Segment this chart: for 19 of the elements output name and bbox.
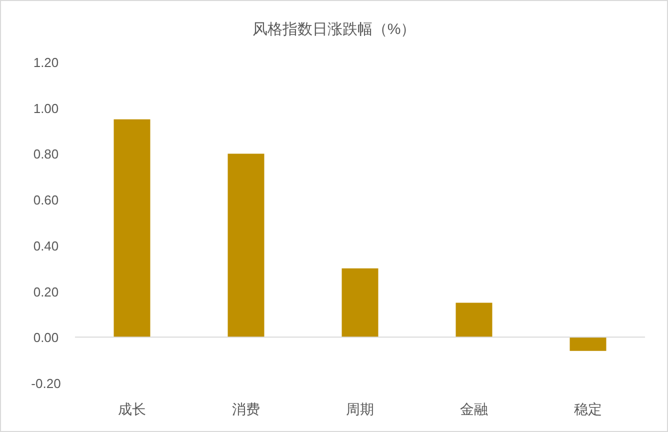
y-tick-label: 0.20 bbox=[33, 284, 59, 300]
y-tick-label: 0.40 bbox=[33, 238, 59, 254]
bar bbox=[114, 119, 150, 338]
y-tick-label: 1.20 bbox=[33, 55, 59, 70]
y-tick-label: 1.00 bbox=[33, 100, 59, 116]
x-tick-label: 消费 bbox=[232, 401, 260, 417]
bar bbox=[228, 154, 264, 338]
bar bbox=[570, 337, 606, 351]
x-tick-label: 成长 bbox=[118, 401, 146, 417]
bar bbox=[456, 302, 492, 338]
y-tick-label: 0.60 bbox=[33, 192, 59, 208]
y-tick-label: 0.00 bbox=[33, 330, 59, 346]
bar bbox=[342, 268, 378, 338]
x-tick-label: 周期 bbox=[346, 401, 374, 417]
y-tick-label: -0.20 bbox=[31, 376, 61, 391]
x-tick-label: 金融 bbox=[460, 401, 488, 417]
x-tick-label: 稳定 bbox=[574, 401, 602, 417]
y-tick-label: 0.80 bbox=[33, 146, 59, 162]
chart-title: 风格指数日涨跌幅（%） bbox=[252, 21, 416, 38]
